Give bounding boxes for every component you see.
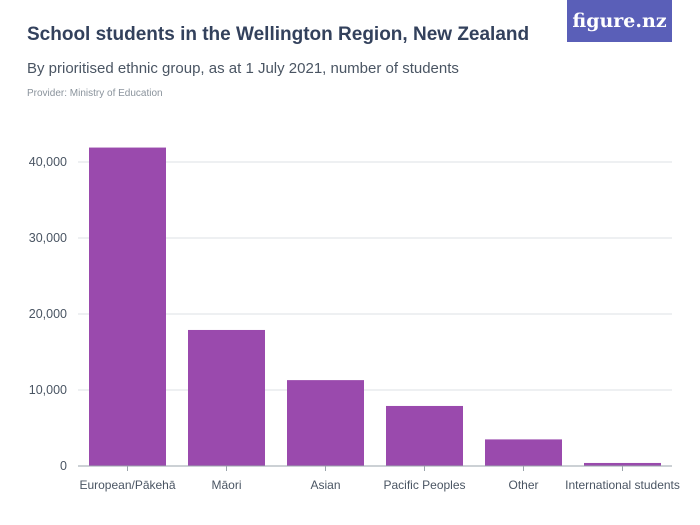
x-axis [78,465,672,471]
y-axis-ticks: 0 10,000 20,000 30,000 40,000 [29,155,67,473]
bar[interactable] [485,439,562,466]
x-category-label: Asian [310,478,340,492]
x-category-label: Māori [211,478,241,492]
x-category-label: Pacific Peoples [383,478,465,492]
bar[interactable] [584,462,661,466]
gridlines [78,161,672,391]
y-tick-label: 40,000 [29,155,67,169]
x-category-label: European/Pākehā [79,478,175,492]
bar[interactable] [89,147,166,466]
x-axis-labels: European/Pākehā Māori Asian Pacific Peoples… [79,478,679,492]
provider-note: Provider: Ministry of Education [27,88,163,99]
x-category-label: Other [508,478,538,492]
logo-text: figure.nz [572,10,667,32]
y-tick-label: 30,000 [29,231,67,245]
bar[interactable] [188,329,265,466]
bar[interactable] [287,380,364,466]
chart-subtitle: By prioritised ethnic group, as at 1 Jul… [27,60,459,77]
y-tick-label: 0 [60,459,67,473]
x-category-label: International students [565,478,680,492]
bars [89,147,661,466]
chart-title: School students in the Wellington Region… [27,24,530,45]
figure-nz-logo[interactable]: figure.nz [567,0,672,42]
y-tick-label: 20,000 [29,307,67,321]
bar[interactable] [386,405,463,466]
y-tick-label: 10,000 [29,383,67,397]
